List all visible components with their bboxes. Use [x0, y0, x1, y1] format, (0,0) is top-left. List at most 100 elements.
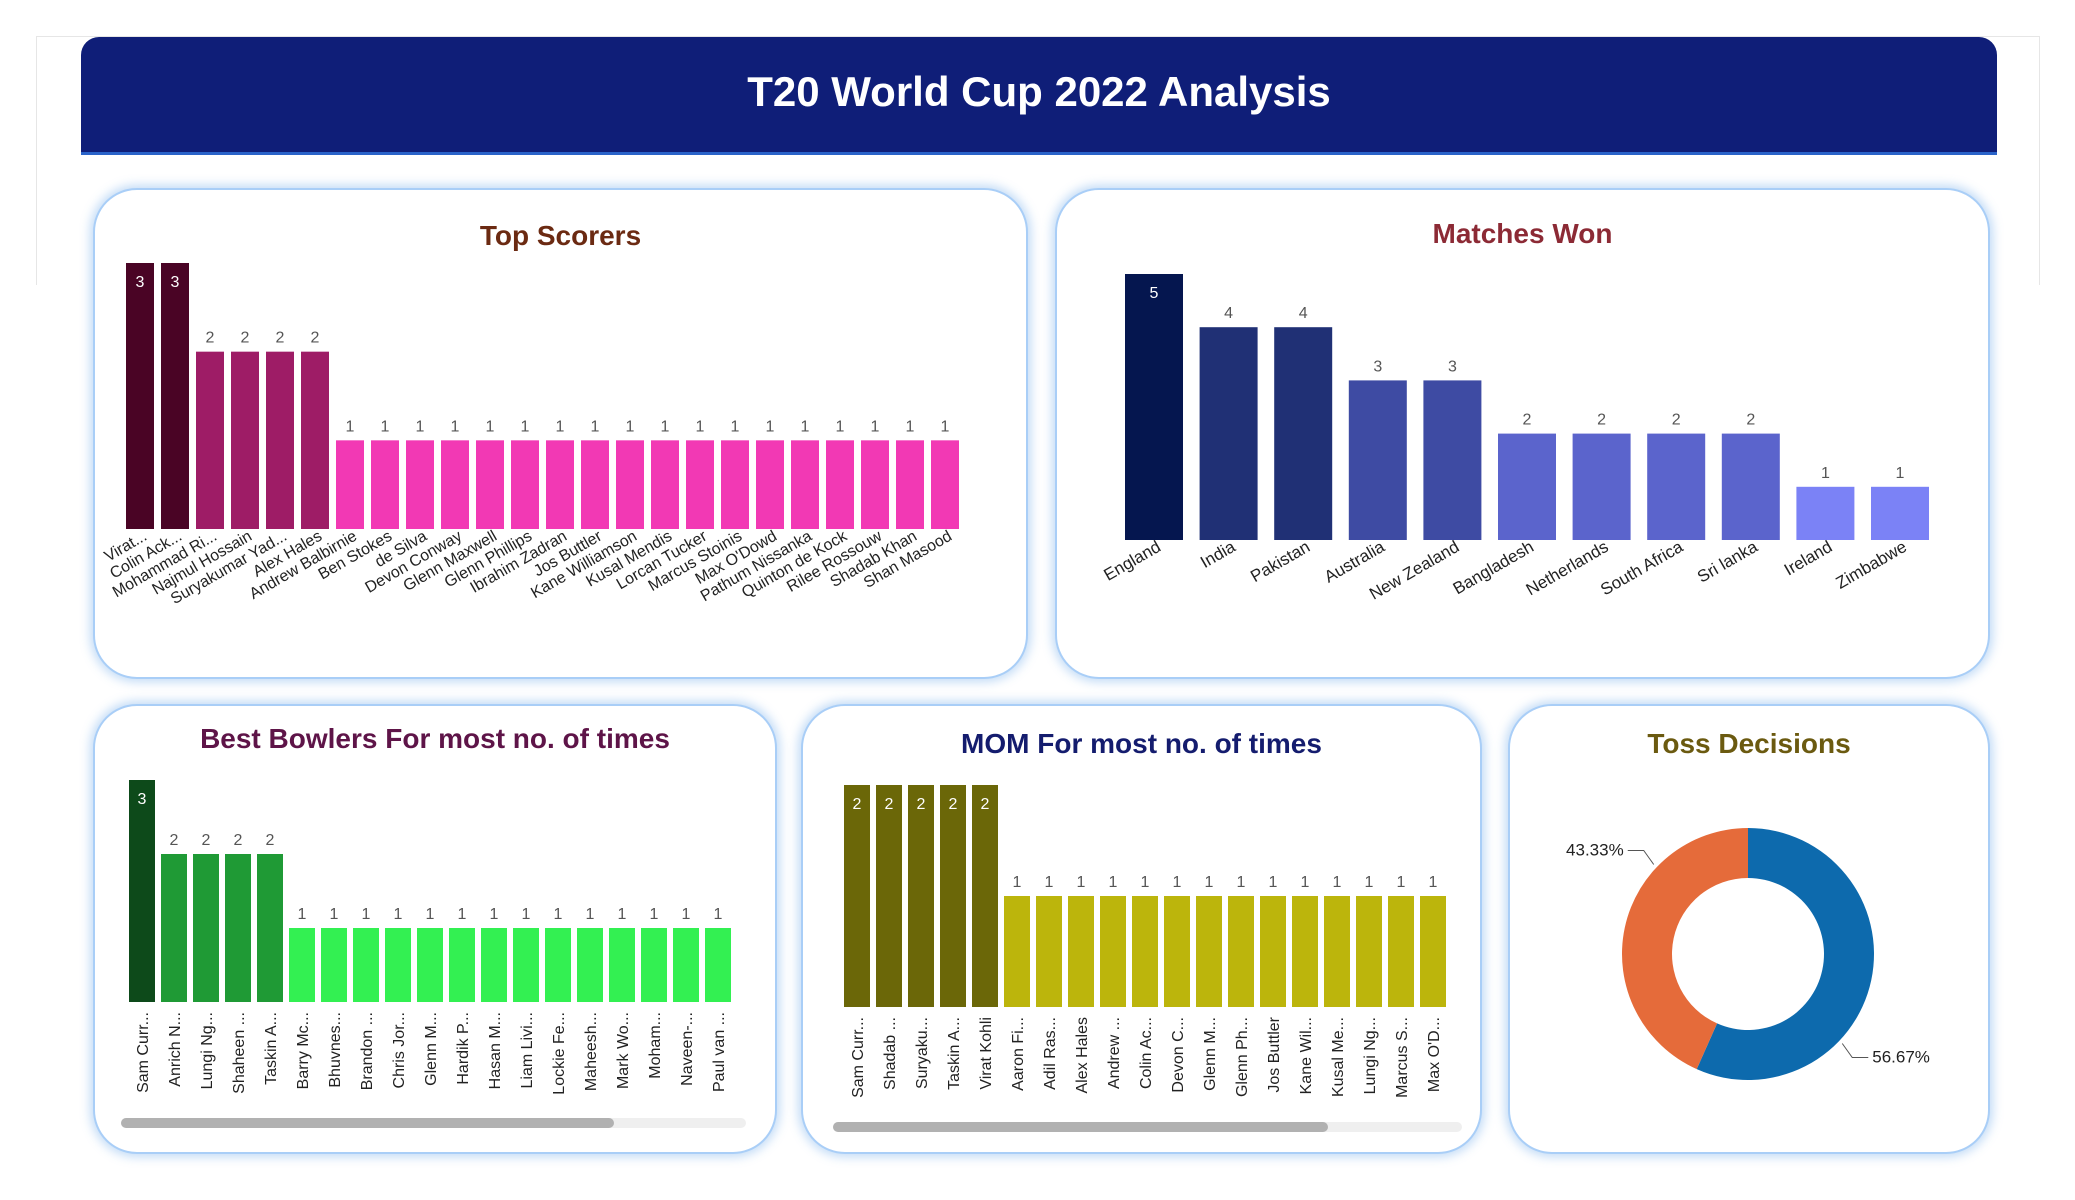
bar-5[interactable]	[301, 351, 329, 529]
bar-2[interactable]	[1274, 327, 1333, 540]
bar-18[interactable]	[756, 440, 784, 529]
bar-15[interactable]	[651, 440, 679, 529]
data-label: 1	[1045, 874, 1054, 891]
bar-5[interactable]	[1004, 896, 1030, 1007]
bar-15[interactable]	[1324, 896, 1350, 1007]
bar-9[interactable]	[1132, 896, 1158, 1007]
data-label: 1	[591, 418, 600, 435]
bar-3[interactable]	[1348, 380, 1407, 540]
data-label: 1	[426, 906, 435, 923]
bar-4[interactable]	[972, 785, 998, 1007]
pie-slice-0[interactable]	[1696, 828, 1874, 1080]
tick-label: Taskin A...	[946, 1017, 963, 1090]
horizontal-scrollbar[interactable]	[121, 1118, 746, 1128]
bar-12[interactable]	[1228, 896, 1254, 1007]
bar-6[interactable]	[321, 928, 347, 1002]
tick-label: Colin Ac...	[1138, 1017, 1155, 1089]
bar-0[interactable]	[1125, 274, 1183, 540]
bar-3[interactable]	[225, 854, 251, 1002]
bar-1[interactable]	[1199, 327, 1258, 540]
bar-6[interactable]	[1036, 896, 1062, 1007]
bar-10[interactable]	[1871, 486, 1929, 540]
bar-8[interactable]	[1721, 433, 1780, 540]
bar-17[interactable]	[721, 440, 749, 529]
bar-8[interactable]	[1100, 896, 1126, 1007]
data-label: 3	[1373, 358, 1382, 375]
bar-19[interactable]	[791, 440, 819, 529]
bar-7[interactable]	[371, 440, 399, 529]
data-label: 1	[381, 418, 390, 435]
bar-9[interactable]	[441, 440, 469, 529]
bar-13[interactable]	[581, 440, 609, 529]
bar-22[interactable]	[896, 440, 924, 529]
tick-label: Maheesh...	[583, 1012, 600, 1091]
bar-10[interactable]	[476, 440, 504, 529]
bar-2[interactable]	[196, 351, 224, 529]
data-label: 1	[1141, 874, 1150, 891]
bar-16[interactable]	[641, 928, 667, 1002]
bar-7[interactable]	[1647, 433, 1706, 540]
bar-2[interactable]	[193, 854, 219, 1002]
bar-7[interactable]	[1068, 896, 1094, 1007]
bar-10[interactable]	[449, 928, 475, 1002]
bar-16[interactable]	[686, 440, 714, 529]
data-label: 1	[490, 906, 499, 923]
bar-20[interactable]	[826, 440, 854, 529]
bar-2[interactable]	[908, 785, 934, 1007]
bar-6[interactable]	[1572, 433, 1631, 540]
bar-0[interactable]	[129, 780, 155, 1002]
bar-17[interactable]	[673, 928, 699, 1002]
scrollbar-thumb[interactable]	[121, 1118, 614, 1128]
bar-12[interactable]	[546, 440, 574, 529]
data-label: 1	[521, 418, 530, 435]
bar-9[interactable]	[417, 928, 443, 1002]
bar-1[interactable]	[876, 785, 902, 1007]
bar-1[interactable]	[161, 263, 189, 529]
bar-0[interactable]	[126, 263, 154, 529]
bar-10[interactable]	[1164, 896, 1190, 1007]
bar-11[interactable]	[511, 440, 539, 529]
bar-4[interactable]	[257, 854, 283, 1002]
bar-11[interactable]	[481, 928, 507, 1002]
bar-23[interactable]	[931, 440, 959, 529]
data-label: 2	[981, 796, 990, 813]
bar-7[interactable]	[353, 928, 379, 1002]
bar-11[interactable]	[1196, 896, 1222, 1007]
bar-14[interactable]	[616, 440, 644, 529]
pie-slice-1[interactable]	[1622, 828, 1748, 1070]
bar-4[interactable]	[1423, 380, 1482, 540]
bar-14[interactable]	[577, 928, 603, 1002]
bar-12[interactable]	[513, 928, 539, 1002]
bar-13[interactable]	[1260, 896, 1286, 1007]
bar-14[interactable]	[1292, 896, 1318, 1007]
bar-3[interactable]	[231, 351, 259, 529]
horizontal-scrollbar[interactable]	[833, 1122, 1462, 1132]
best-bowlers-card: Best Bowlers For most no. of times 3 Sam …	[93, 704, 777, 1154]
bar-13[interactable]	[545, 928, 571, 1002]
data-label: 1	[1397, 874, 1406, 891]
bar-5[interactable]	[1498, 433, 1556, 540]
bar-15[interactable]	[609, 928, 635, 1002]
tick-label: Max O'D...	[1426, 1017, 1443, 1092]
data-label: 1	[906, 418, 915, 435]
bar-8[interactable]	[406, 440, 434, 529]
data-label: 1	[1896, 465, 1905, 482]
bar-18[interactable]	[1420, 896, 1446, 1007]
bar-1[interactable]	[161, 854, 187, 1002]
bar-21[interactable]	[861, 440, 889, 529]
scrollbar-thumb[interactable]	[833, 1122, 1328, 1132]
bar-9[interactable]	[1796, 486, 1855, 540]
bar-4[interactable]	[266, 351, 294, 529]
card-title: Best Bowlers For most no. of times	[200, 723, 670, 754]
bar-5[interactable]	[289, 928, 315, 1002]
bar-0[interactable]	[844, 785, 870, 1007]
data-label: 1	[836, 418, 845, 435]
bar-3[interactable]	[940, 785, 966, 1007]
data-label: 1	[696, 418, 705, 435]
bar-6[interactable]	[336, 440, 364, 529]
bar-18[interactable]	[705, 928, 731, 1002]
data-label: 1	[1109, 874, 1118, 891]
bar-16[interactable]	[1356, 896, 1382, 1007]
bar-17[interactable]	[1388, 896, 1414, 1007]
bar-8[interactable]	[385, 928, 411, 1002]
